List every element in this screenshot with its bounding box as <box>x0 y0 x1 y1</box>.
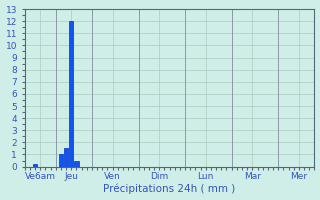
Bar <box>64 148 68 167</box>
Bar <box>33 164 37 167</box>
Bar <box>69 21 73 167</box>
X-axis label: Précipitations 24h ( mm ): Précipitations 24h ( mm ) <box>103 184 236 194</box>
Bar <box>74 161 78 167</box>
Bar <box>59 154 63 167</box>
